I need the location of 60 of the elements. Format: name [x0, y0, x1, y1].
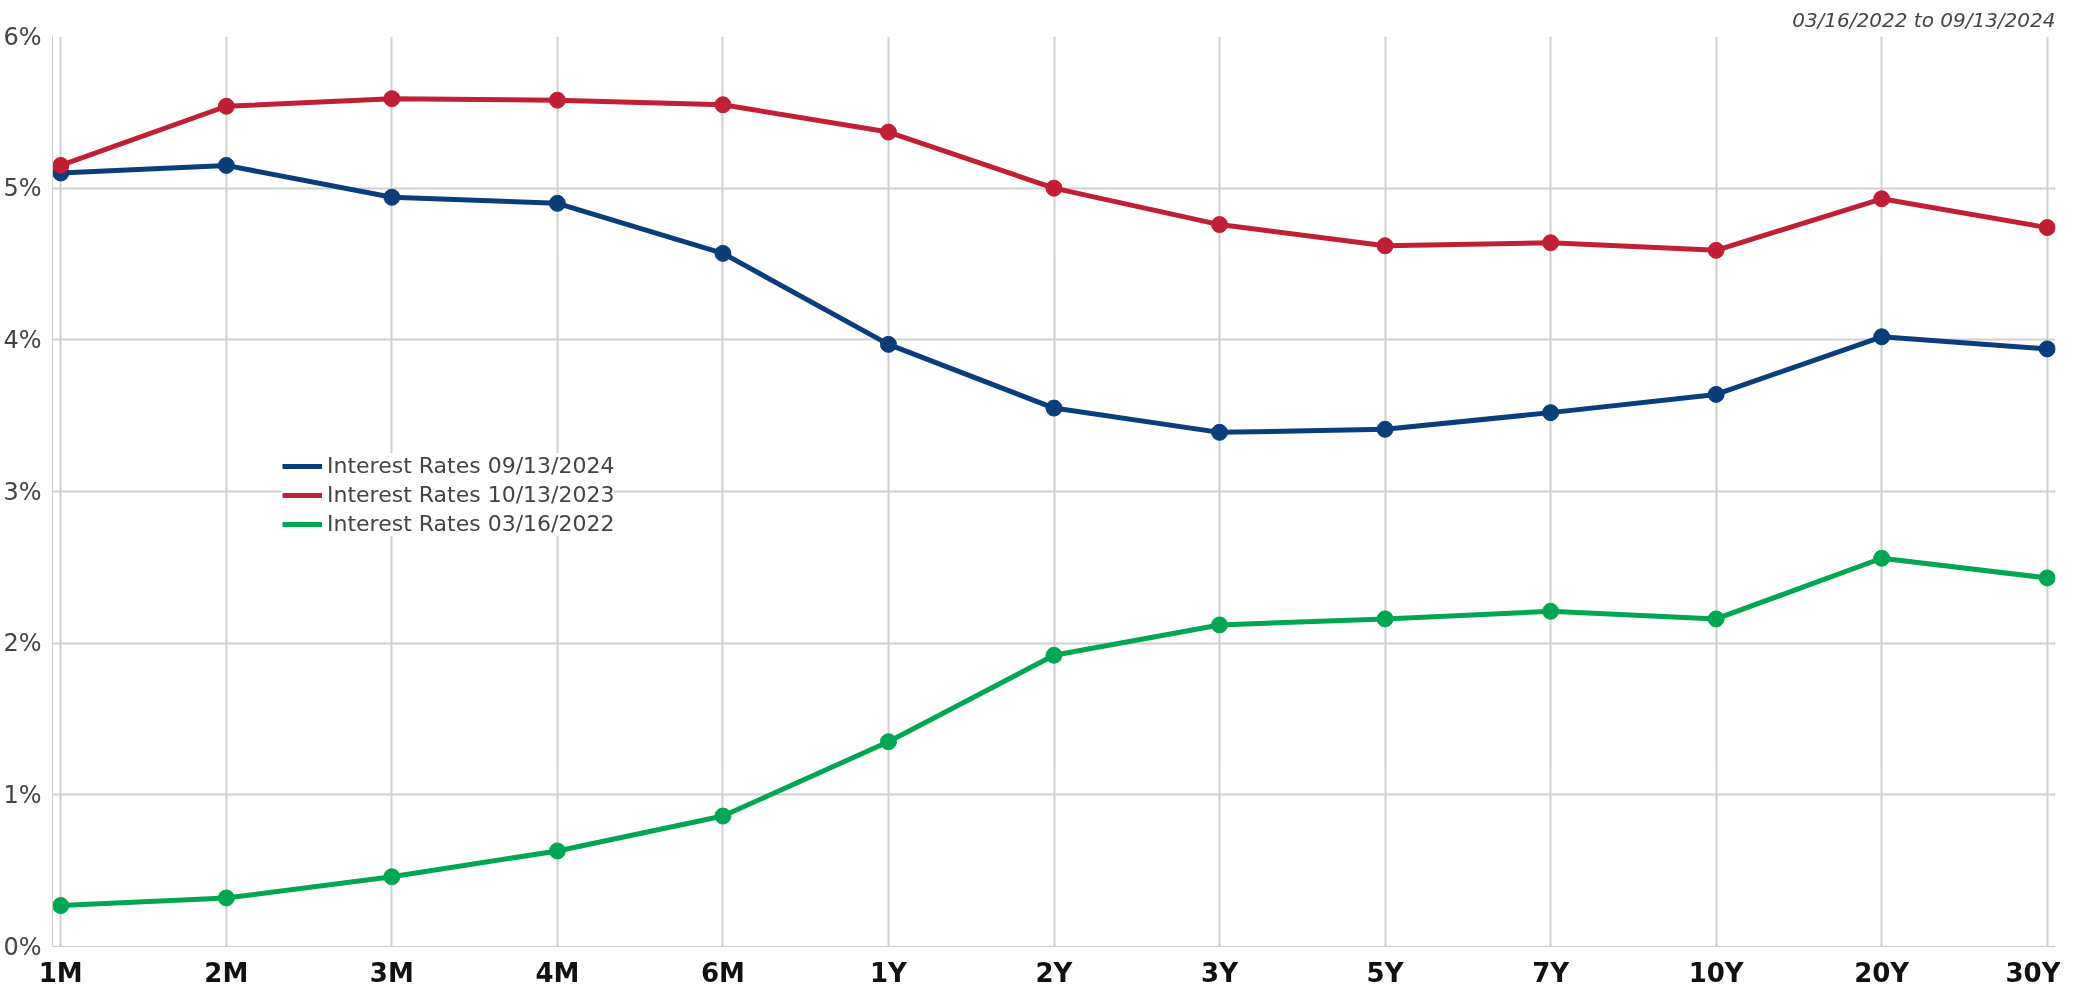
x-tick-label: 4M	[535, 957, 580, 988]
point	[217, 889, 235, 907]
point	[1542, 404, 1560, 422]
y-tick-label: 6%	[3, 22, 42, 51]
point	[1873, 549, 1891, 567]
x-tick-label: 7Y	[1532, 957, 1571, 988]
point	[1211, 423, 1229, 441]
point	[1873, 328, 1891, 346]
y-tick-label: 2%	[3, 629, 42, 658]
x-tick-label: 2M	[204, 957, 249, 988]
y-tick-label: 3%	[3, 477, 42, 506]
point	[1045, 399, 1063, 417]
point	[1873, 190, 1891, 208]
x-tick-label: 6M	[700, 957, 745, 988]
point	[1542, 234, 1560, 252]
point	[217, 97, 235, 115]
point	[1211, 616, 1229, 634]
point	[1707, 385, 1725, 403]
point	[52, 156, 70, 174]
point	[383, 90, 401, 108]
chart-subtitle: 03/16/2022 to 09/13/2024	[1792, 7, 2056, 32]
point	[714, 807, 732, 825]
point	[1707, 610, 1725, 628]
point	[383, 188, 401, 206]
x-tick-label: 10Y	[1688, 957, 1745, 988]
point	[1542, 602, 1560, 620]
point	[714, 244, 732, 262]
point	[1376, 420, 1394, 438]
point	[2038, 219, 2056, 237]
x-tick-label: 5Y	[1366, 957, 1405, 988]
y-tick-label: 4%	[3, 325, 42, 354]
point	[548, 91, 566, 109]
point	[548, 842, 566, 860]
point	[879, 123, 897, 141]
x-tick-label: 3M	[369, 957, 414, 988]
y-tick-label: 1%	[3, 780, 42, 809]
point	[217, 156, 235, 174]
x-tick-label: 30Y	[2005, 957, 2062, 988]
point	[548, 194, 566, 212]
x-tick-label: 2Y	[1035, 957, 1074, 988]
point	[2038, 569, 2056, 587]
y-tick-label: 5%	[3, 174, 42, 203]
x-tick-label: 20Y	[1854, 957, 1911, 988]
legend-label: Interest Rates 03/16/2022	[327, 511, 615, 536]
point	[1211, 216, 1229, 234]
point	[383, 868, 401, 886]
point	[879, 733, 897, 751]
point	[1707, 241, 1725, 259]
x-tick-label: 1Y	[870, 957, 909, 988]
legend-label: Interest Rates 10/13/2023	[327, 482, 615, 507]
point	[1045, 646, 1063, 664]
x-tick-label: 3Y	[1201, 957, 1240, 988]
point	[1376, 237, 1394, 255]
point	[879, 335, 897, 353]
point	[714, 96, 732, 114]
legend-label: Interest Rates 09/13/2024	[327, 453, 615, 478]
point	[1376, 610, 1394, 628]
point	[2038, 340, 2056, 358]
point	[1045, 179, 1063, 197]
point	[52, 897, 70, 915]
